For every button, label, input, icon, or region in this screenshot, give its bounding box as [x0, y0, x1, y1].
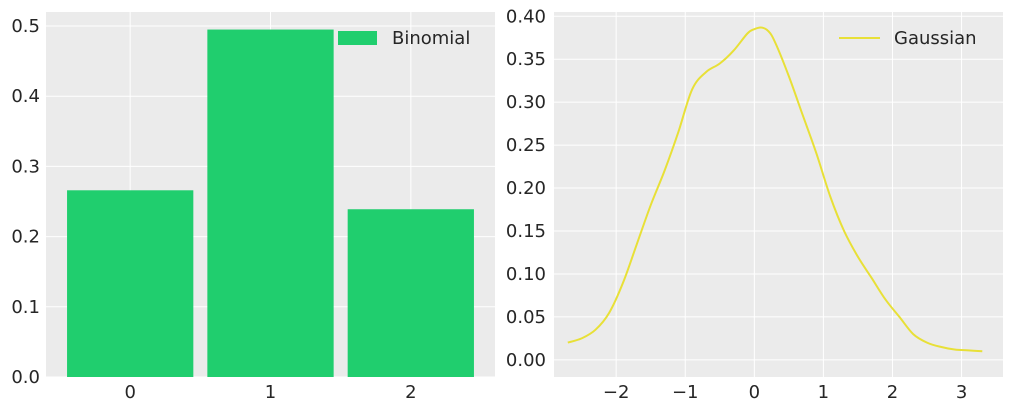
binomial-y-tick-label: 0.1: [11, 297, 40, 318]
binomial-y-tick-label: 0.3: [11, 156, 40, 177]
gaussian-y-tick-label: 0.20: [506, 178, 546, 199]
binomial-bars: [67, 29, 474, 378]
gaussian-x-tick-label: 2: [887, 382, 898, 403]
binomial-y-tick-label: 0.2: [11, 227, 40, 248]
gaussian-x-tick-label: −1: [672, 382, 699, 403]
gaussian-chart: 0.000.050.100.150.200.250.300.350.40 −2−…: [506, 6, 1003, 403]
gaussian-y-tick-label: 0.15: [506, 221, 546, 242]
binomial-y-tick-label: 0.0: [11, 367, 40, 388]
binomial-chart: 0.0 0.1 0.2 0.3 0.4 0.5 0 1 2 Binomial: [11, 12, 495, 403]
gaussian-grid: [554, 12, 1003, 377]
gaussian-legend-label: Gaussian: [894, 28, 977, 49]
binomial-legend: Binomial: [338, 28, 470, 49]
gaussian-plot-area: [554, 12, 1003, 377]
binomial-bar-2: [347, 209, 474, 377]
gaussian-y-tick-label: 0.30: [506, 92, 546, 113]
binomial-y-tick-label: 0.4: [11, 86, 40, 107]
gaussian-y-tick-label: 0.35: [506, 49, 546, 70]
gaussian-x-ticks: −2 −1 0 1 2 3: [603, 382, 967, 403]
binomial-y-tick-label: 0.5: [11, 16, 40, 37]
gaussian-y-tick-label: 0.05: [506, 307, 546, 328]
gaussian-y-ticks: 0.00 0.05 0.10 0.15 0.20 0.25 0.30 0.35 0.40: [506, 6, 546, 371]
binomial-legend-swatch: [338, 31, 377, 45]
binomial-legend-label: Binomial: [392, 28, 470, 49]
binomial-bar-1: [207, 29, 334, 378]
gaussian-x-tick-label: −2: [603, 382, 630, 403]
gaussian-y-tick-label: 0.10: [506, 264, 546, 285]
gaussian-x-tick-label: 0: [749, 382, 760, 403]
binomial-x-tick-label: 0: [124, 382, 135, 403]
binomial-y-ticks: 0.0 0.1 0.2 0.3 0.4 0.5: [11, 16, 40, 388]
gaussian-legend: Gaussian: [839, 28, 977, 49]
gaussian-x-tick-label: 1: [818, 382, 829, 403]
gaussian-y-tick-label: 0.00: [506, 350, 546, 371]
binomial-bar-0: [67, 190, 194, 377]
gaussian-x-tick-label: 3: [956, 382, 967, 403]
gaussian-line: [567, 26, 983, 353]
binomial-x-tick-label: 2: [405, 382, 416, 403]
binomial-x-tick-label: 1: [265, 382, 276, 403]
binomial-x-ticks: 0 1 2: [124, 382, 416, 403]
gaussian-y-tick-label: 0.25: [506, 135, 546, 156]
gaussian-y-tick-label: 0.40: [506, 6, 546, 27]
